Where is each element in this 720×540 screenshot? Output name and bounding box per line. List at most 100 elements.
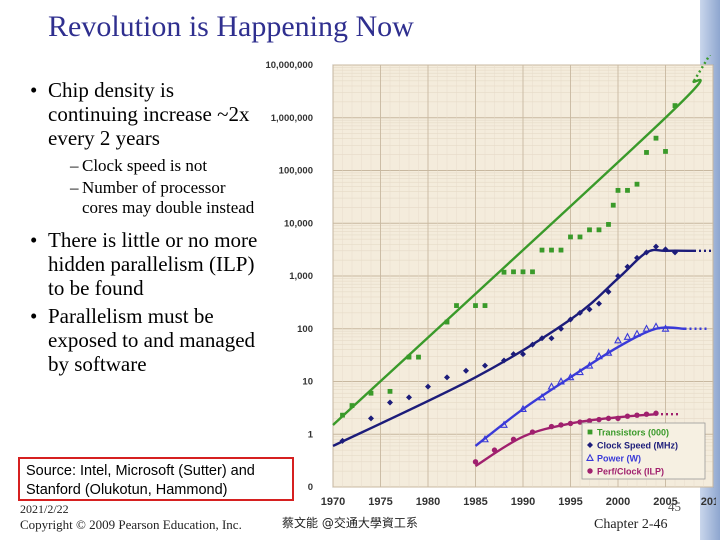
bullet-hidden-parallelism: There is little or no more hidden parall… [30, 228, 260, 300]
data-point-clock [567, 316, 574, 323]
data-point-clock [586, 306, 593, 313]
data-point-transistors [663, 149, 668, 154]
data-point-transistors [558, 247, 564, 253]
y-tick-label: 1,000 [289, 271, 313, 282]
data-point-transistors [387, 388, 393, 394]
data-point-power [500, 420, 508, 428]
chapter-label: Chapter 2-46 [594, 517, 668, 532]
data-point-transistors [416, 354, 421, 360]
data-point-clock [662, 246, 669, 253]
data-point-transistors [482, 303, 488, 308]
data-point-power [481, 434, 489, 443]
data-point-transistors [406, 354, 412, 360]
data-point-perf [577, 419, 583, 425]
data-point-transistors [511, 269, 516, 275]
data-point-transistors [653, 135, 659, 141]
slide-title: Revolution is Happening Now [48, 10, 414, 43]
x-tick-label: 1975 [368, 496, 392, 508]
data-point-power [604, 348, 613, 356]
data-point-clock [501, 357, 507, 364]
data-point-clock [643, 249, 650, 256]
data-point-perf [567, 420, 574, 427]
data-point-clock [539, 335, 545, 342]
chart-svg: 0 1 10 100 1,000 10,000 100,000 1,000,000 10,000… [265, 52, 720, 508]
sub-bullet-clock-speed: – Clock speed is not [70, 156, 208, 175]
x-tick-label: 1985 [463, 496, 487, 508]
data-point-perf [615, 415, 621, 422]
data-point-perf [510, 436, 517, 443]
data-point-power [547, 382, 556, 390]
data-point-clock [624, 263, 631, 270]
footer-copyright: Copyright © 2009 Pearson Education, Inc. [20, 517, 242, 532]
x-tick-label: 2005 [653, 496, 677, 508]
x-tick-label: 1980 [416, 496, 440, 508]
data-point-transistors [530, 269, 535, 275]
x-tick-label: 1995 [558, 496, 582, 508]
legend-marker-perf [587, 468, 593, 474]
data-point-transistors [549, 247, 554, 253]
data-point-clock [558, 325, 564, 332]
footer-author: 蔡文能 @交通大學資工系 [282, 516, 418, 530]
data-point-clock [406, 394, 412, 401]
footer-date: 2021/2/22 [20, 502, 69, 516]
y-tick-label: 100 [297, 324, 313, 335]
sub-bullet-processor-cores-text: Number of processor cores may double ins… [82, 178, 255, 217]
x-tick-label: 1990 [511, 496, 535, 508]
bullet-list: Chip density is continuing increase ~2x … [30, 78, 260, 376]
data-point-transistors [625, 187, 630, 193]
legend-label-transistors: Transistors (000) [597, 428, 669, 438]
x-tick-label: 1970 [321, 496, 345, 508]
page-number: 45 [668, 499, 681, 514]
data-point-clock [463, 367, 469, 374]
legend-label-perf: Perf/Clock (ILP) [597, 467, 664, 477]
data-point-transistors [444, 319, 450, 325]
data-point-clock [605, 288, 612, 295]
data-point-clock [653, 243, 659, 250]
data-point-transistors [672, 103, 678, 108]
data-point-power [576, 367, 584, 376]
data-point-transistors [340, 412, 345, 418]
data-point-power [623, 332, 632, 340]
data-point-transistors [539, 247, 545, 253]
y-tick-label: 10,000 [284, 218, 313, 229]
data-point-power [614, 336, 622, 344]
data-point-transistors [368, 390, 374, 396]
data-point-power [661, 324, 670, 332]
data-point-clock [339, 437, 346, 444]
data-point-transistors [596, 227, 602, 233]
y-tick-label: 1 [308, 429, 314, 440]
data-point-transistors [606, 222, 611, 227]
data-point-transistors [587, 227, 592, 233]
legend-marker-power [586, 453, 594, 461]
trend-extension-transistors [692, 52, 713, 82]
data-point-power [585, 361, 594, 369]
data-point-clock [520, 351, 526, 358]
data-point-perf [634, 412, 640, 418]
data-point-clock [529, 341, 536, 348]
x-tick-label: 2000 [606, 496, 630, 508]
data-point-perf [596, 416, 602, 423]
data-point-clock [425, 383, 431, 390]
data-point-transistors [634, 181, 640, 187]
bullet-chip-density: Chip density is continuing increase ~2x … [30, 78, 260, 150]
data-point-power [566, 372, 575, 381]
y-tick-label: 10,000,000 [265, 60, 313, 71]
data-point-transistors [615, 187, 621, 193]
data-point-perf [472, 459, 479, 465]
data-point-clock [577, 309, 583, 316]
data-point-transistors [520, 269, 526, 275]
data-point-perf [586, 418, 593, 424]
data-point-transistors [454, 303, 459, 308]
data-point-perf [624, 413, 631, 419]
data-point-power [652, 322, 660, 330]
data-point-perf [548, 423, 555, 430]
data-point-transistors [610, 202, 616, 208]
data-point-power [642, 324, 651, 332]
data-point-transistors [568, 234, 573, 240]
data-point-transistors [577, 234, 583, 240]
moore-law-chart: 0 1 10 100 1,000 10,000 100,000 1,000,000 10,000… [250, 52, 720, 514]
data-point-clock [510, 351, 517, 358]
data-point-transistors [644, 150, 649, 155]
data-point-clock [368, 415, 374, 422]
data-point-perf [558, 422, 564, 428]
